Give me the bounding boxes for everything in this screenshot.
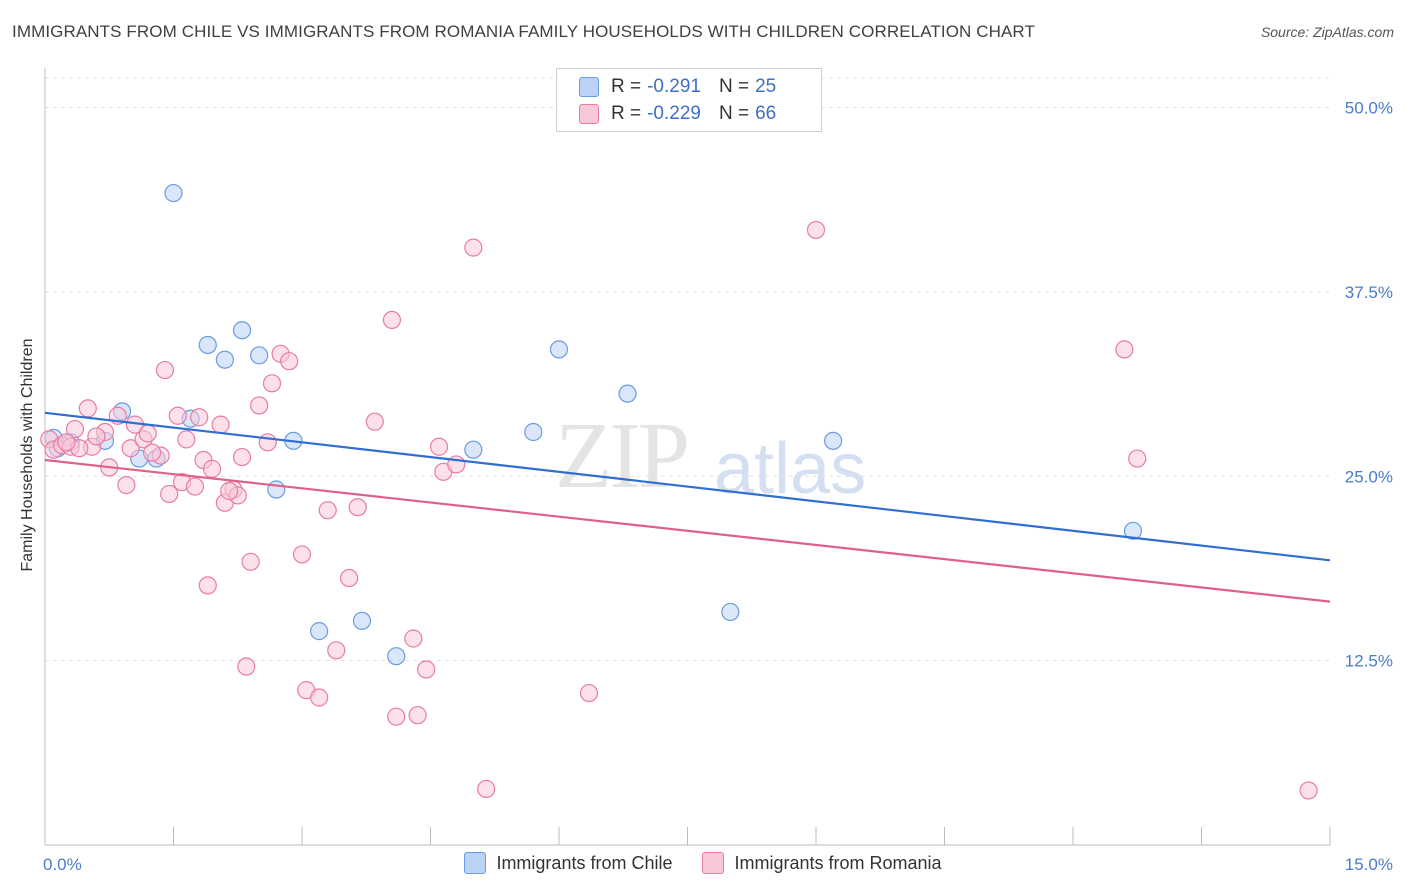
romania-point bbox=[190, 408, 209, 427]
legend-row-romania: R = -0.229 N = 66 bbox=[579, 102, 776, 126]
chile-point bbox=[215, 350, 234, 369]
romania-point bbox=[579, 683, 599, 703]
chile-trend-line bbox=[44, 411, 1331, 562]
romania-point bbox=[1299, 781, 1318, 800]
legend-row-chile: R = -0.291 N = 25 bbox=[579, 75, 776, 99]
chile-point bbox=[232, 321, 252, 340]
romania-point bbox=[241, 552, 260, 571]
y-tick-label: 50.0% bbox=[1345, 99, 1393, 118]
chile-point bbox=[310, 622, 329, 641]
legend-n-label: N = bbox=[718, 103, 750, 124]
y-tick-label: 25.0% bbox=[1345, 467, 1393, 486]
romania-point bbox=[237, 657, 256, 676]
chile-point bbox=[524, 422, 543, 442]
romania-point bbox=[262, 374, 282, 393]
romania-point bbox=[142, 443, 162, 462]
source-label: Source: ZipAtlas.com bbox=[1260, 24, 1394, 40]
romania-point bbox=[232, 447, 252, 467]
legend-swatch-chile bbox=[579, 77, 599, 97]
romania-point bbox=[806, 220, 826, 240]
legend-r-label: R = bbox=[611, 103, 642, 124]
romania-point bbox=[138, 424, 157, 443]
chile-point bbox=[267, 480, 286, 499]
romania-point bbox=[292, 545, 312, 564]
romania-point bbox=[340, 568, 359, 588]
romania-point bbox=[327, 641, 346, 660]
legend-r-label: R = bbox=[611, 76, 642, 97]
romania-point bbox=[404, 629, 423, 648]
legend-n-label: N = bbox=[718, 76, 750, 97]
romania-point bbox=[250, 396, 269, 415]
romania-point bbox=[477, 779, 496, 799]
romania-point bbox=[177, 430, 196, 449]
x-tick-label: 0.0% bbox=[43, 855, 82, 874]
chile-point bbox=[549, 340, 569, 359]
romania-point bbox=[185, 477, 205, 496]
chile-point bbox=[164, 183, 183, 203]
romania-point bbox=[464, 238, 483, 257]
romania-point bbox=[211, 415, 230, 434]
series-legend-chile: Immigrants from Chile bbox=[464, 852, 672, 874]
chile-point bbox=[721, 602, 740, 622]
romania-point bbox=[258, 433, 277, 452]
romania-point bbox=[1115, 340, 1134, 359]
series-label-chile: Immigrants from Chile bbox=[496, 852, 673, 873]
romania-point bbox=[117, 476, 136, 495]
legend-n-value: 25 bbox=[755, 76, 777, 97]
romania-point bbox=[121, 439, 140, 458]
romania-point bbox=[168, 406, 187, 425]
romania-point bbox=[382, 310, 402, 329]
romania-point bbox=[365, 412, 384, 431]
watermark-zip: ZIP bbox=[555, 404, 690, 508]
romania-point bbox=[1128, 449, 1147, 468]
series-legend-romania: Immigrants from Romania bbox=[702, 852, 942, 874]
legend-r-value: -0.229 bbox=[647, 103, 701, 124]
romania-point bbox=[202, 459, 222, 478]
series-swatch-romania bbox=[702, 852, 725, 874]
romania-point bbox=[280, 352, 299, 371]
romania-point bbox=[57, 433, 76, 452]
romania-point bbox=[220, 481, 239, 501]
romania-point bbox=[408, 706, 427, 725]
romania-trend-line bbox=[44, 458, 1331, 603]
series-legend: Immigrants from Chile Immigrants from Ro… bbox=[0, 852, 1406, 874]
legend-n-value: 66 bbox=[755, 103, 777, 124]
romania-point bbox=[310, 688, 329, 707]
romania-point bbox=[65, 419, 85, 439]
x-tick-label: 15.0% bbox=[1345, 855, 1393, 874]
legend-r-value: -0.291 bbox=[647, 76, 701, 97]
romania-point bbox=[78, 399, 97, 418]
chile-point bbox=[464, 440, 483, 459]
correlation-legend: R = -0.291 N = 25 R = -0.229 N = 66 bbox=[556, 68, 822, 132]
romania-point bbox=[318, 501, 337, 520]
chile-point bbox=[824, 431, 843, 450]
chile-point bbox=[352, 611, 372, 630]
chile-point bbox=[387, 647, 406, 666]
romania-point bbox=[198, 576, 217, 595]
chile-point bbox=[198, 335, 217, 355]
series-label-romania: Immigrants from Romania bbox=[734, 852, 942, 873]
romania-point bbox=[387, 707, 406, 726]
romania-point bbox=[87, 427, 106, 446]
romania-point bbox=[429, 437, 449, 456]
series-swatch-chile bbox=[464, 852, 487, 874]
chile-point bbox=[250, 346, 269, 365]
romania-point bbox=[160, 484, 179, 504]
chile-point bbox=[1123, 521, 1143, 540]
romania-point bbox=[155, 360, 175, 380]
legend-swatch-romania bbox=[579, 104, 599, 124]
romania-point bbox=[348, 498, 367, 517]
y-axis-label: Family Households with Children bbox=[19, 338, 36, 572]
y-tick-label: 37.5% bbox=[1345, 283, 1393, 302]
chile-point bbox=[618, 384, 637, 403]
y-tick-label: 12.5% bbox=[1345, 652, 1393, 671]
romania-point bbox=[417, 660, 436, 679]
chart-title: IMMIGRANTS FROM CHILE VS IMMIGRANTS FROM… bbox=[12, 22, 1035, 41]
